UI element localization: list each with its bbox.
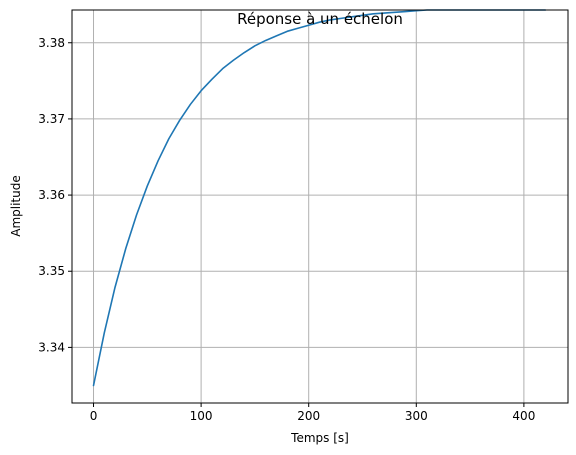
x-tick-label: 200 [297,409,320,423]
series-layer [92,9,547,387]
x-axis-label: Temps [s] [290,431,349,445]
y-tick-label: 3.37 [38,112,65,126]
chart-title: Réponse à un échelon [237,10,403,28]
grid-layer [72,10,568,403]
series-line [92,9,547,387]
y-tick-label: 3.38 [38,36,65,50]
tick-layer: 0 100 200 300 400 3.34 3.35 3.36 3.37 3.38 [38,36,535,423]
x-tick-label: 400 [512,409,535,423]
y-axis-label: Amplitude [9,175,23,237]
x-tick-label: 300 [405,409,428,423]
plot-frame [71,9,569,404]
y-tick-label: 3.36 [38,188,65,202]
y-tick-label: 3.35 [38,264,65,278]
x-tick-label: 0 [90,409,98,423]
x-tick-label: 100 [190,409,213,423]
y-tick-label: 3.34 [38,340,65,354]
